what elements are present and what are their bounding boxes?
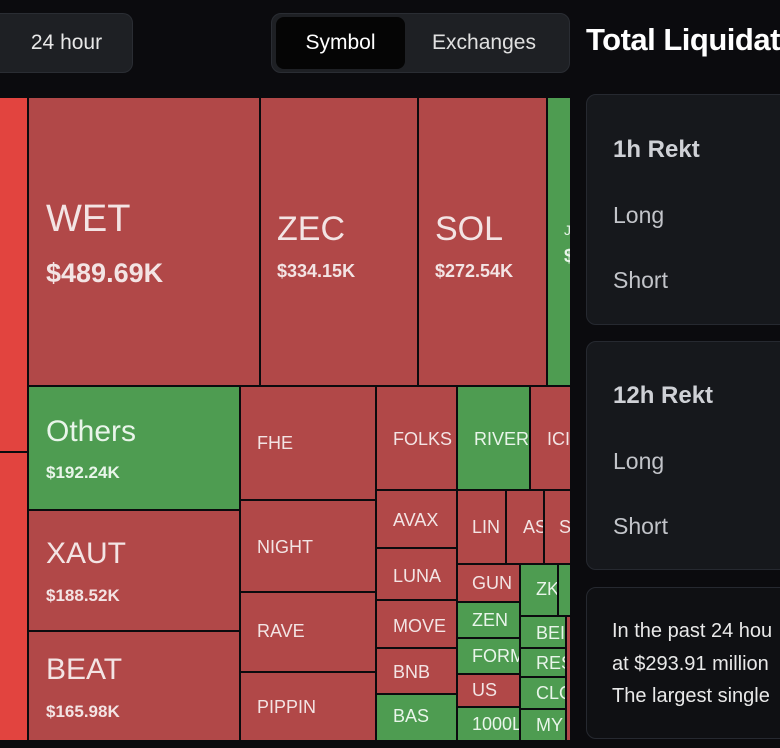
treemap-tile[interactable] bbox=[558, 564, 570, 616]
tile-symbol: J bbox=[564, 222, 570, 238]
rekt-card-1h: 1h Rekt Long Short bbox=[586, 94, 780, 325]
rekt-card-12h: 12h Rekt Long Short bbox=[586, 341, 780, 570]
page-title: Total Liquidat bbox=[586, 22, 780, 57]
short-label: Short bbox=[613, 267, 668, 293]
treemap-tile-ici[interactable]: ICI bbox=[530, 386, 570, 490]
liquidation-treemap: WET $489.69K ZEC $334.15K SOL $272.54K J… bbox=[0, 97, 570, 740]
tile-symbol: MOVE bbox=[393, 616, 447, 636]
treemap-tile-clo[interactable]: CLO bbox=[520, 677, 566, 709]
treemap-tile-zk[interactable]: ZK bbox=[520, 564, 558, 616]
treemap-tile-river[interactable]: RIVER bbox=[457, 386, 530, 490]
treemap-tile-1000l[interactable]: 1000L bbox=[457, 707, 520, 740]
treemap-tile-res[interactable]: RES bbox=[520, 648, 566, 677]
tile-value: $188.52K bbox=[46, 586, 120, 605]
timeframe-button[interactable]: 24 hour bbox=[0, 13, 133, 73]
treemap-tile-pippin[interactable]: PIPPIN bbox=[240, 672, 376, 740]
liquidation-summary: In the past 24 hou at $293.91 million Th… bbox=[586, 587, 780, 739]
tile-symbol: BAS bbox=[393, 706, 430, 726]
tile-symbol: LIN bbox=[472, 517, 501, 537]
treemap-tile-avax[interactable]: AVAX bbox=[376, 490, 457, 548]
treemap-tile-night[interactable]: NIGHT bbox=[240, 500, 376, 592]
card-title: 1h Rekt bbox=[613, 136, 700, 163]
timeframe-label: 24 hour bbox=[30, 31, 103, 54]
tile-symbol: LUNA bbox=[393, 566, 442, 586]
tile-symbol: CLO bbox=[536, 683, 565, 703]
tile-symbol: BEI bbox=[536, 623, 566, 643]
treemap-tile-beat[interactable]: BEAT $165.98K bbox=[28, 631, 240, 740]
tile-symbol: MY bbox=[536, 715, 563, 735]
tab-symbol[interactable]: Symbol bbox=[276, 17, 405, 69]
treemap-tile-xaut[interactable]: XAUT $188.52K bbox=[28, 510, 240, 631]
treemap-tile[interactable] bbox=[0, 97, 28, 452]
tile-symbol: AS bbox=[523, 517, 543, 537]
tile-symbol: ZEN bbox=[472, 610, 508, 630]
treemap-tile-gun[interactable]: GUN bbox=[457, 564, 520, 602]
treemap-tile-wet[interactable]: WET $489.69K bbox=[28, 97, 260, 386]
treemap-tile-fhe[interactable]: FHE bbox=[240, 386, 376, 500]
tile-symbol: AVAX bbox=[393, 510, 439, 530]
tile-symbol: PIPPIN bbox=[257, 697, 317, 717]
treemap-tile-bei[interactable]: BEI bbox=[520, 616, 566, 648]
tile-symbol: FOLKS bbox=[393, 429, 453, 449]
tile-symbol: ICI bbox=[547, 429, 570, 449]
tile-symbol: BNB bbox=[393, 662, 431, 682]
treemap-tile-luna[interactable]: LUNA bbox=[376, 548, 457, 600]
tile-symbol: RES bbox=[536, 653, 565, 673]
treemap-tile-rave[interactable]: RAVE bbox=[240, 592, 376, 672]
tile-symbol: FORM bbox=[472, 646, 520, 666]
summary-line: In the past 24 hou bbox=[612, 620, 773, 642]
treemap-tile-j[interactable]: J $ bbox=[547, 97, 570, 386]
treemap-tile-zen[interactable]: ZEN bbox=[457, 602, 520, 638]
tile-value: $272.54K bbox=[435, 261, 514, 281]
tab-exchanges[interactable]: Exchanges bbox=[432, 31, 536, 54]
tile-symbol: WET bbox=[46, 198, 131, 240]
tile-symbol: 1000L bbox=[472, 714, 520, 734]
summary-line: The largest single bbox=[612, 685, 770, 707]
summary-line: at $293.91 million bbox=[612, 653, 769, 675]
treemap-tile-us[interactable]: US bbox=[457, 674, 520, 707]
tile-symbol: SOL bbox=[435, 210, 504, 248]
treemap-tile-as[interactable]: AS bbox=[506, 490, 544, 564]
tile-value: $ bbox=[564, 246, 570, 267]
tile-value: $192.24K bbox=[46, 463, 120, 482]
tile-symbol: Others bbox=[46, 415, 137, 448]
tile-symbol: NIGHT bbox=[257, 537, 313, 557]
tile-value: $489.69K bbox=[46, 258, 164, 288]
treemap-tile-s[interactable]: S bbox=[544, 490, 570, 564]
treemap-tile-move[interactable]: MOVE bbox=[376, 600, 457, 648]
tile-value: $334.15K bbox=[277, 261, 356, 281]
tile-symbol: XAUT bbox=[46, 537, 127, 570]
tile-symbol: ZEC bbox=[277, 210, 345, 248]
tile-symbol: ZK bbox=[536, 579, 558, 599]
tile-symbol: GUN bbox=[472, 573, 512, 593]
treemap-tile-lin[interactable]: LIN bbox=[457, 490, 506, 564]
view-toggle: Symbol Exchanges bbox=[271, 13, 570, 73]
treemap-tile[interactable] bbox=[0, 452, 28, 740]
treemap-tile-bas[interactable]: BAS bbox=[376, 694, 457, 740]
tile-symbol: FHE bbox=[257, 433, 293, 453]
treemap-tile-zec[interactable]: ZEC $334.15K bbox=[260, 97, 418, 386]
tile-symbol: BEAT bbox=[46, 653, 123, 686]
tile-symbol: RAVE bbox=[257, 621, 305, 641]
tile-value: $165.98K bbox=[46, 702, 120, 721]
treemap-tile-form[interactable]: FORM bbox=[457, 638, 520, 674]
long-label: Long bbox=[613, 448, 665, 474]
treemap-tile-my[interactable]: MY bbox=[520, 709, 566, 740]
card-title: 12h Rekt bbox=[613, 382, 714, 409]
tile-symbol: US bbox=[472, 680, 498, 700]
treemap-tile-folks[interactable]: FOLKS bbox=[376, 386, 457, 490]
short-label: Short bbox=[613, 513, 668, 539]
treemap-tile-bnb[interactable]: BNB bbox=[376, 648, 457, 694]
long-label: Long bbox=[613, 202, 665, 228]
tile-symbol: S bbox=[559, 517, 570, 537]
treemap-tile[interactable] bbox=[566, 616, 570, 740]
treemap-tile-sol[interactable]: SOL $272.54K bbox=[418, 97, 547, 386]
treemap-tile-others[interactable]: Others $192.24K bbox=[28, 386, 240, 510]
tile-symbol: RIVER bbox=[474, 429, 530, 449]
